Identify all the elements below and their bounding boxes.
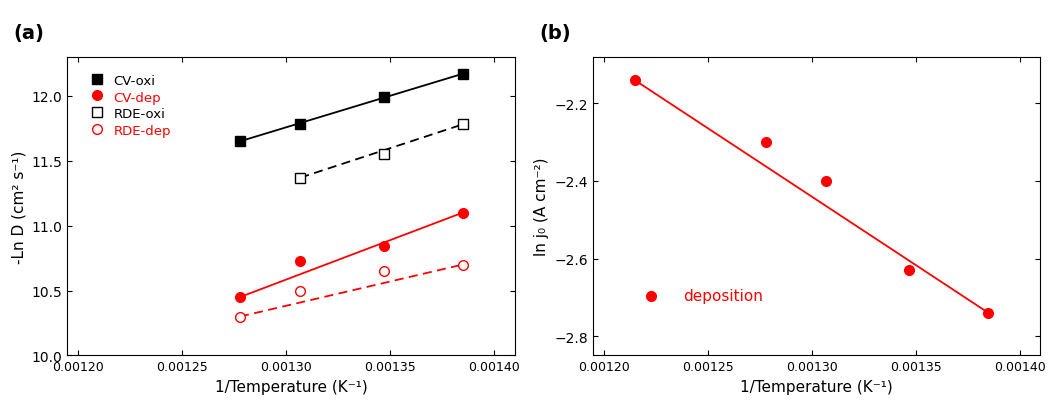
Y-axis label: ln j₀ (A cm⁻²): ln j₀ (A cm⁻²)	[534, 158, 549, 256]
X-axis label: 1/Temperature (K⁻¹): 1/Temperature (K⁻¹)	[741, 379, 894, 394]
Line: CV-dep: CV-dep	[235, 208, 467, 302]
Text: (b): (b)	[540, 24, 571, 43]
Legend: CV-oxi, CV-dep, RDE-oxi, RDE-dep: CV-oxi, CV-dep, RDE-oxi, RDE-dep	[83, 70, 175, 142]
CV-oxi	[233, 139, 246, 144]
Line: RDE-oxi: RDE-oxi	[296, 120, 467, 183]
RDE-oxi	[456, 123, 469, 128]
CV-dep	[294, 259, 306, 264]
Text: deposition: deposition	[683, 288, 762, 303]
CV-oxi	[377, 96, 390, 100]
Line: CV-oxi: CV-oxi	[235, 70, 467, 147]
RDE-oxi	[294, 176, 306, 181]
RDE-dep	[294, 288, 306, 293]
CV-dep	[456, 211, 469, 215]
Text: (a): (a)	[14, 24, 45, 43]
RDE-dep	[377, 269, 390, 274]
CV-dep	[377, 244, 390, 249]
CV-dep	[233, 295, 246, 300]
CV-oxi	[294, 123, 306, 128]
RDE-dep	[456, 262, 469, 267]
CV-oxi	[456, 72, 469, 77]
Line: RDE-dep: RDE-dep	[235, 260, 467, 322]
RDE-oxi	[377, 152, 390, 157]
RDE-dep	[233, 314, 246, 319]
Y-axis label: -Ln D (cm² s⁻¹): -Ln D (cm² s⁻¹)	[11, 150, 26, 263]
X-axis label: 1/Temperature (K⁻¹): 1/Temperature (K⁻¹)	[214, 379, 368, 394]
